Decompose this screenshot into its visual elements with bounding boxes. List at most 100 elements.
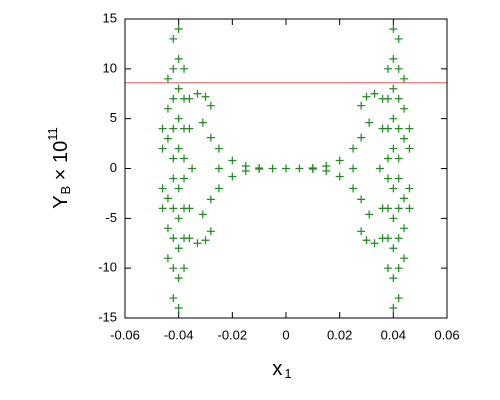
point <box>180 154 189 163</box>
point <box>389 304 398 313</box>
point <box>174 114 183 123</box>
y-axis-title: YB × 1011 <box>45 127 73 209</box>
point <box>405 144 414 153</box>
point <box>158 124 167 133</box>
point <box>357 101 366 110</box>
point <box>206 101 215 110</box>
point <box>169 174 178 183</box>
point <box>400 134 409 143</box>
point <box>180 264 189 273</box>
point <box>394 94 403 103</box>
point <box>206 133 215 142</box>
point <box>295 164 304 173</box>
point <box>405 124 414 133</box>
point <box>405 184 414 193</box>
x-tick-label: 0.04 <box>381 327 406 342</box>
x-tick-label: 0.06 <box>434 327 459 342</box>
point <box>394 204 403 213</box>
point <box>357 195 366 204</box>
point <box>389 84 398 93</box>
point <box>389 274 398 283</box>
point <box>370 239 379 248</box>
point <box>362 92 371 101</box>
point <box>365 118 374 127</box>
y-tick-label: 15 <box>103 10 117 25</box>
point <box>365 210 374 219</box>
point <box>169 64 178 73</box>
point <box>169 204 178 213</box>
point <box>214 144 223 153</box>
point <box>206 195 215 204</box>
point <box>383 174 392 183</box>
point <box>201 92 210 101</box>
point <box>163 134 172 143</box>
point <box>163 254 172 263</box>
point <box>214 164 223 173</box>
point <box>214 184 223 193</box>
point <box>357 133 366 142</box>
point <box>174 144 183 153</box>
y-tick-label: -10 <box>98 260 117 275</box>
point <box>169 234 178 243</box>
point <box>169 124 178 133</box>
point <box>389 114 398 123</box>
y-label-base: Y <box>50 195 72 208</box>
point <box>375 164 384 173</box>
x-tick-label: 0.02 <box>327 327 352 342</box>
point <box>389 214 398 223</box>
point <box>198 118 207 127</box>
point <box>206 227 215 236</box>
point <box>389 244 398 253</box>
point <box>174 24 183 33</box>
point <box>389 144 398 153</box>
point <box>169 94 178 103</box>
point <box>400 254 409 263</box>
point <box>349 164 358 173</box>
point <box>383 94 392 103</box>
point <box>383 264 392 273</box>
point <box>383 234 392 243</box>
point <box>308 164 317 173</box>
y-tick-label: -15 <box>98 309 117 324</box>
point <box>174 274 183 283</box>
point <box>335 172 344 181</box>
point <box>383 124 392 133</box>
point <box>322 166 331 175</box>
point <box>394 124 403 133</box>
y-label-sub: B <box>58 186 73 195</box>
point <box>255 164 264 173</box>
point <box>158 204 167 213</box>
y-tick-label: 5 <box>110 110 117 125</box>
point <box>185 124 194 133</box>
y-tick-label: -5 <box>105 210 117 225</box>
point <box>400 194 409 203</box>
x-tick-label: 0 <box>282 327 289 342</box>
point <box>389 24 398 33</box>
point <box>193 89 202 98</box>
point <box>389 184 398 193</box>
point <box>383 64 392 73</box>
point <box>268 164 277 173</box>
point <box>185 204 194 213</box>
point <box>169 154 178 163</box>
point <box>174 184 183 193</box>
x-label-sub: 1 <box>284 366 291 381</box>
point <box>163 194 172 203</box>
point <box>169 34 178 43</box>
point <box>201 236 210 245</box>
point <box>174 54 183 63</box>
point <box>163 224 172 233</box>
x-label-base: x <box>272 358 282 380</box>
point <box>198 210 207 219</box>
point <box>174 244 183 253</box>
point <box>389 54 398 63</box>
point <box>400 74 409 83</box>
point <box>349 144 358 153</box>
y-label-mid: × 10 <box>50 141 72 186</box>
x-tick-label: -0.04 <box>164 327 194 342</box>
point <box>370 89 379 98</box>
point <box>394 234 403 243</box>
point <box>174 84 183 93</box>
